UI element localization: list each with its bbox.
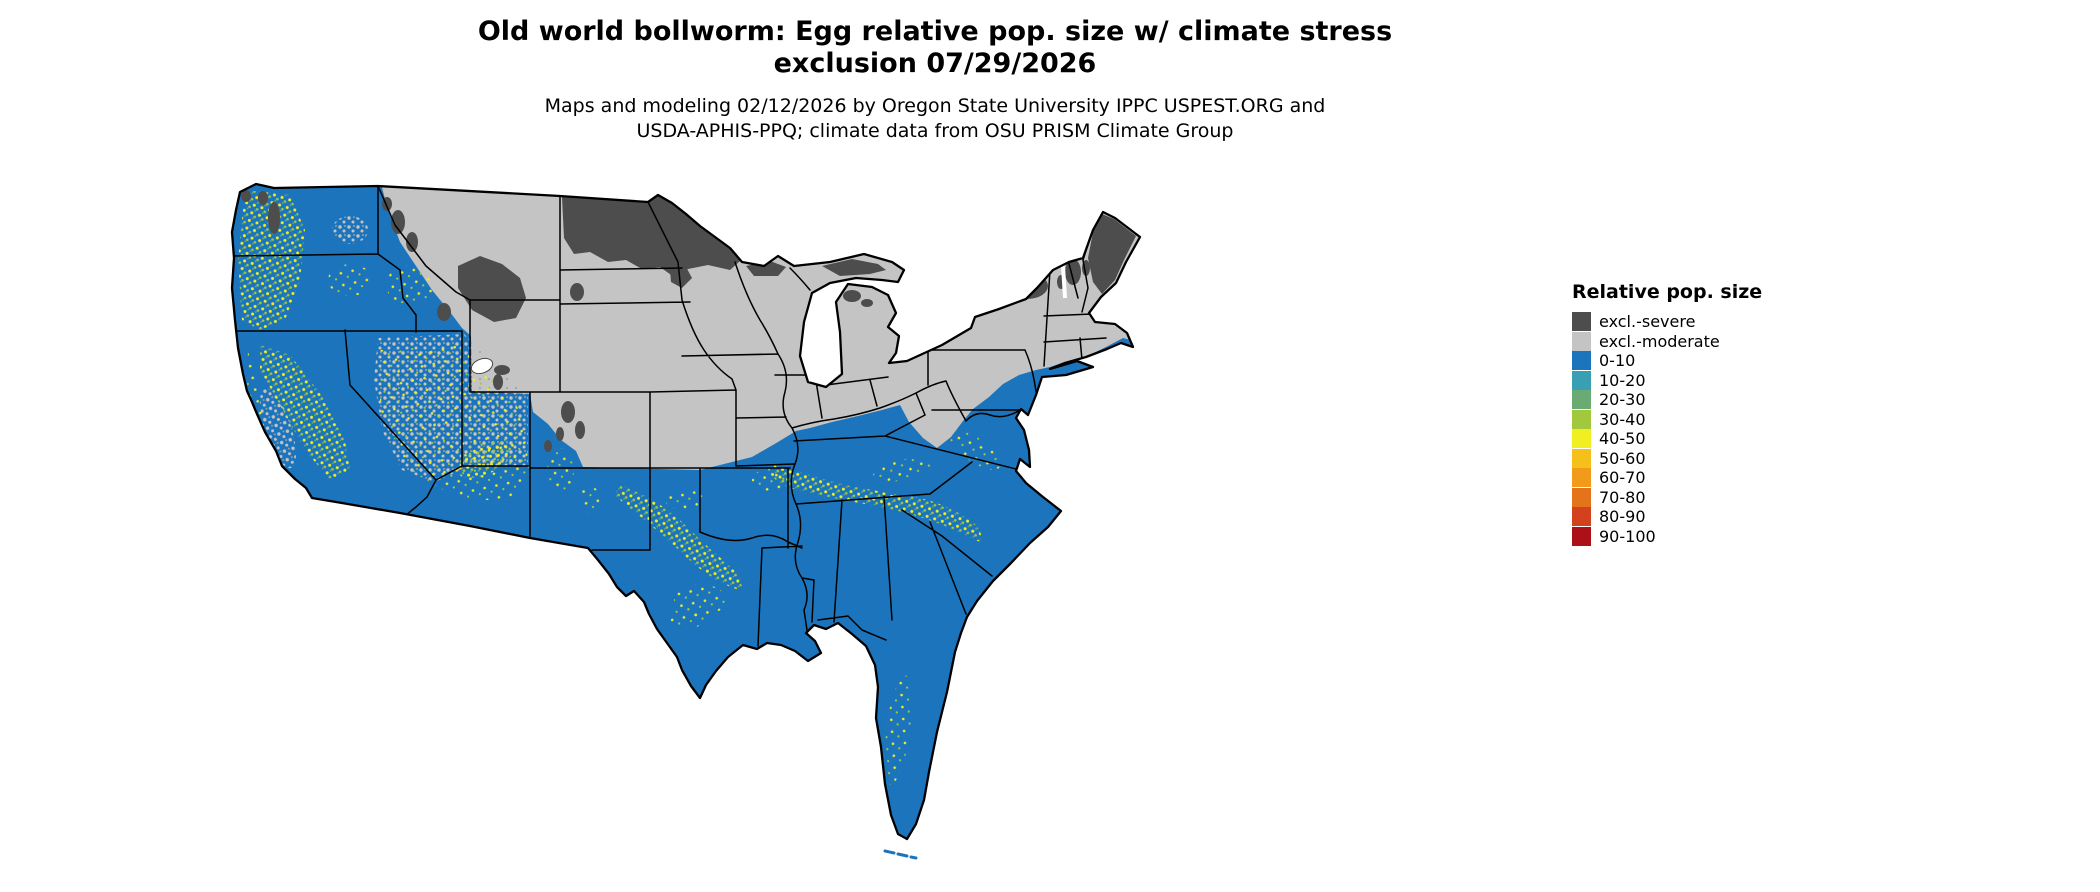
great-salt-lake <box>470 357 494 375</box>
legend-label: 80-90 <box>1599 507 1646 527</box>
legend-item: 0-10 <box>1572 351 1832 371</box>
legend-title: Relative pop. size <box>1572 281 1763 303</box>
legend-item: 40-50 <box>1572 429 1832 449</box>
legend-item: 90-100 <box>1572 526 1832 547</box>
legend-swatch-excl-severe <box>1572 312 1591 332</box>
map-region-excluded-severe <box>241 190 1136 452</box>
legend-item: excl.-moderate <box>1572 331 1832 352</box>
legend-label: 10-20 <box>1599 370 1646 390</box>
legend-item: excl.-severe <box>1572 312 1832 332</box>
map-title-line2: exclusion 07/29/2026 <box>773 47 1097 79</box>
lake-champlain <box>1061 265 1067 299</box>
legend-item: 80-90 <box>1572 507 1832 527</box>
us-map <box>230 182 1142 860</box>
florida-keys <box>883 849 918 860</box>
legend-swatch-70-80 <box>1572 487 1591 507</box>
legend-label: 20-30 <box>1599 390 1646 410</box>
map-subtitle-line2: USDA-APHIS-PPQ; climate data from OSU PR… <box>636 119 1234 142</box>
legend-label: 50-60 <box>1599 448 1646 468</box>
legend-swatch-excl-moderate <box>1572 331 1591 351</box>
legend-swatch-0-10 <box>1572 351 1591 371</box>
legend-item: 60-70 <box>1572 468 1832 488</box>
legend-label: 60-70 <box>1599 468 1646 488</box>
legend-label: 40-50 <box>1599 429 1646 449</box>
figure-header: Old world bollworm: Egg relative pop. si… <box>0 16 1870 144</box>
legend-swatch-40-50 <box>1572 429 1591 449</box>
map-title-line1: Old world bollworm: Egg relative pop. si… <box>477 16 1393 47</box>
legend-swatch-30-40 <box>1572 409 1591 429</box>
legend-label: 0-10 <box>1599 351 1636 371</box>
legend-label: 90-100 <box>1599 526 1656 546</box>
map-mottling-yellow-green <box>238 190 1001 785</box>
legend-swatch-90-100 <box>1572 526 1591 546</box>
legend-swatch-20-30 <box>1572 390 1591 410</box>
legend-label: 30-40 <box>1599 409 1646 429</box>
legend-swatch-50-60 <box>1572 448 1591 468</box>
legend-label: excl.-moderate <box>1599 331 1720 351</box>
legend: Relative pop. size excl.-severe excl.-mo… <box>1572 281 1832 546</box>
legend-swatch-10-20 <box>1572 370 1591 390</box>
legend-label: excl.-severe <box>1599 312 1696 332</box>
legend-item: 30-40 <box>1572 409 1832 430</box>
map-title: Old world bollworm: Egg relative pop. si… <box>0 16 1870 80</box>
legend-swatch-60-70 <box>1572 468 1591 488</box>
map-subtitle-line1: Maps and modeling 02/12/2026 by Oregon S… <box>544 94 1326 117</box>
legend-label: 70-80 <box>1599 487 1646 507</box>
legend-item: 10-20 <box>1572 370 1832 391</box>
legend-item: 50-60 <box>1572 448 1832 469</box>
map-subtitle: Maps and modeling 02/12/2026 by Oregon S… <box>0 94 1870 144</box>
legend-swatch-80-90 <box>1572 507 1591 527</box>
national-outline <box>230 182 1142 841</box>
legend-item: 20-30 <box>1572 390 1832 410</box>
legend-item: 70-80 <box>1572 487 1832 508</box>
